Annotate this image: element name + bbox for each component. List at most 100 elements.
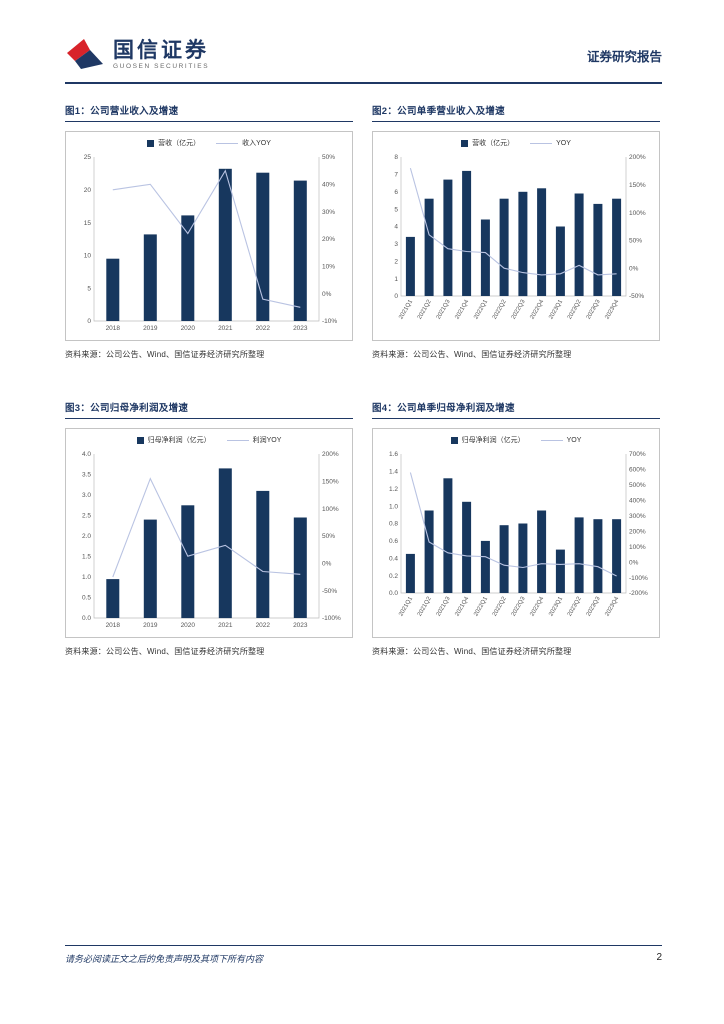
- svg-text:-50%: -50%: [629, 293, 644, 300]
- svg-text:2021Q2: 2021Q2: [417, 298, 433, 320]
- svg-text:150%: 150%: [322, 479, 339, 486]
- svg-text:10%: 10%: [322, 264, 335, 271]
- source-note: 资料来源：公司公告、Wind、国信证券经济研究所整理: [372, 647, 572, 656]
- svg-text:1.4: 1.4: [389, 469, 398, 476]
- svg-text:2021Q4: 2021Q4: [454, 595, 470, 617]
- svg-text:4.0: 4.0: [82, 451, 91, 458]
- svg-text:2023Q3: 2023Q3: [586, 298, 602, 320]
- legend-label: 归母净利润（亿元）: [147, 437, 211, 444]
- bar-swatch-icon: [136, 436, 144, 444]
- svg-text:2023Q3: 2023Q3: [586, 595, 602, 617]
- svg-text:-100%: -100%: [629, 575, 648, 582]
- svg-text:3: 3: [394, 241, 398, 248]
- svg-text:10: 10: [84, 253, 92, 260]
- svg-text:400%: 400%: [629, 498, 646, 505]
- source-note: 资料来源：公司公告、Wind、国信证券经济研究所整理: [65, 350, 265, 359]
- bar-line-chart: 0.0 0.2 0.4 0.6 0.8 1.0 1.2 1.4 1.6 -200% -100% 0% 1…: [389, 451, 648, 617]
- legend-item-line: 利润YOY: [226, 435, 281, 445]
- svg-text:-200%: -200%: [629, 590, 648, 597]
- bar-swatch-icon: [461, 139, 469, 147]
- svg-text:40%: 40%: [322, 182, 335, 189]
- bar-line-chart: 0.0 0.5 1.0 1.5 2.0 2.5 3.0 3.5 4.0 -100% -50% 0% 50…: [82, 451, 341, 629]
- chart-title: 图2：公司单季营业收入及增速: [372, 103, 660, 122]
- svg-text:-100%: -100%: [322, 615, 341, 622]
- page-number: 2: [656, 952, 662, 963]
- svg-text:700%: 700%: [629, 451, 646, 458]
- svg-text:0.4: 0.4: [389, 556, 398, 563]
- svg-text:2021Q4: 2021Q4: [454, 298, 470, 320]
- svg-text:8: 8: [394, 154, 398, 161]
- svg-text:2023Q4: 2023Q4: [604, 595, 620, 617]
- brand-block: 国信证券 GUOSEN SECURITIES: [65, 38, 209, 72]
- svg-text:2018: 2018: [106, 622, 121, 629]
- legend-label: YOY: [556, 139, 571, 147]
- svg-text:0%: 0%: [322, 291, 332, 298]
- legend-label: 营收（亿元）: [472, 140, 515, 147]
- svg-text:0%: 0%: [629, 559, 639, 566]
- bar-swatch-icon: [450, 436, 458, 444]
- svg-text:500%: 500%: [629, 482, 646, 489]
- bar-line-chart: 0 5 10 15 20 25 -10% 0% 10% 20% 30% 40% 50% 2018 2019 2…: [84, 154, 338, 332]
- svg-text:2021Q3: 2021Q3: [436, 595, 452, 617]
- svg-text:0.6: 0.6: [389, 538, 398, 545]
- guosen-logo-icon: [67, 39, 103, 69]
- svg-text:2.0: 2.0: [82, 533, 91, 540]
- svg-text:100%: 100%: [629, 210, 646, 217]
- legend-item-line: 收入YOY: [216, 138, 271, 148]
- svg-text:5: 5: [394, 206, 398, 213]
- svg-text:2022Q3: 2022Q3: [511, 298, 527, 320]
- svg-text:100%: 100%: [322, 506, 339, 513]
- svg-text:2: 2: [394, 259, 398, 266]
- chart-legend: 归母净利润（亿元） YOY: [375, 435, 657, 445]
- charts-grid: 图1：公司营业收入及增速 营收（亿元） 收入YOY 0 5 10 15 20 25 -10%…: [65, 103, 660, 657]
- legend-label: 收入YOY: [242, 140, 271, 147]
- svg-text:-50%: -50%: [322, 588, 337, 595]
- svg-text:50%: 50%: [322, 154, 335, 161]
- chart-card-profit-quarterly: 图4：公司单季归母净利润及增速 归母净利润（亿元） YOY 0.0 0.2 0.4 0…: [372, 400, 660, 657]
- svg-text:2022: 2022: [256, 622, 271, 629]
- svg-text:1.2: 1.2: [389, 486, 398, 493]
- svg-text:20: 20: [84, 187, 92, 194]
- svg-text:5: 5: [87, 285, 91, 292]
- brand-text: 国信证券 GUOSEN SECURITIES: [113, 39, 209, 71]
- svg-text:2023Q2: 2023Q2: [567, 298, 583, 320]
- svg-text:300%: 300%: [629, 513, 646, 520]
- svg-text:2021Q1: 2021Q1: [398, 298, 414, 320]
- svg-text:-10%: -10%: [322, 318, 337, 325]
- svg-text:0%: 0%: [629, 265, 639, 272]
- legend-item-line: YOY: [540, 437, 581, 444]
- svg-text:30%: 30%: [322, 209, 335, 216]
- svg-text:1.5: 1.5: [82, 554, 91, 561]
- bar-swatch-icon: [147, 139, 155, 147]
- svg-text:7: 7: [394, 172, 398, 179]
- svg-text:2023: 2023: [293, 622, 308, 629]
- svg-text:15: 15: [84, 220, 92, 227]
- svg-text:2023Q1: 2023Q1: [548, 298, 564, 320]
- svg-text:2022Q1: 2022Q1: [473, 595, 489, 617]
- svg-text:3.0: 3.0: [82, 492, 91, 499]
- line-swatch-icon: [540, 439, 563, 441]
- chart-frame: 归母净利润（亿元） 利润YOY 0.0 0.5 1.0 1.5 2.0 2.5 3.0 3.5…: [65, 428, 353, 638]
- chart-card-revenue-quarterly: 图2：公司单季营业收入及增速 营收（亿元） YOY 0 1 2 3 4 5 6 7 8 -50% 0…: [372, 103, 660, 360]
- svg-text:2022Q3: 2022Q3: [511, 595, 527, 617]
- svg-text:2021: 2021: [218, 325, 233, 332]
- svg-text:2021Q3: 2021Q3: [436, 298, 452, 320]
- svg-text:2019: 2019: [143, 622, 158, 629]
- svg-text:150%: 150%: [629, 182, 646, 189]
- svg-text:0.8: 0.8: [389, 521, 398, 528]
- svg-text:200%: 200%: [322, 451, 339, 458]
- svg-text:2023Q2: 2023Q2: [567, 595, 583, 617]
- chart-title: 图3：公司归母净利润及增速: [65, 400, 353, 419]
- svg-text:2022Q2: 2022Q2: [492, 298, 508, 320]
- svg-text:2018: 2018: [106, 325, 121, 332]
- svg-text:2023Q1: 2023Q1: [548, 595, 564, 617]
- chart-frame: 营收（亿元） 收入YOY 0 5 10 15 20 25 -10% 0% 10% 20% 30% 40…: [65, 131, 353, 341]
- svg-text:2020: 2020: [181, 622, 196, 629]
- chart-legend: 归母净利润（亿元） 利润YOY: [68, 435, 350, 445]
- chart-frame: 营收（亿元） YOY 0 1 2 3 4 5 6 7 8 -50% 0% 50% 100% 150% 200…: [372, 131, 660, 341]
- line-swatch-icon: [530, 142, 553, 144]
- svg-text:2023Q4: 2023Q4: [604, 298, 620, 320]
- chart-title: 图4：公司单季归母净利润及增速: [372, 400, 660, 419]
- svg-text:50%: 50%: [322, 533, 335, 540]
